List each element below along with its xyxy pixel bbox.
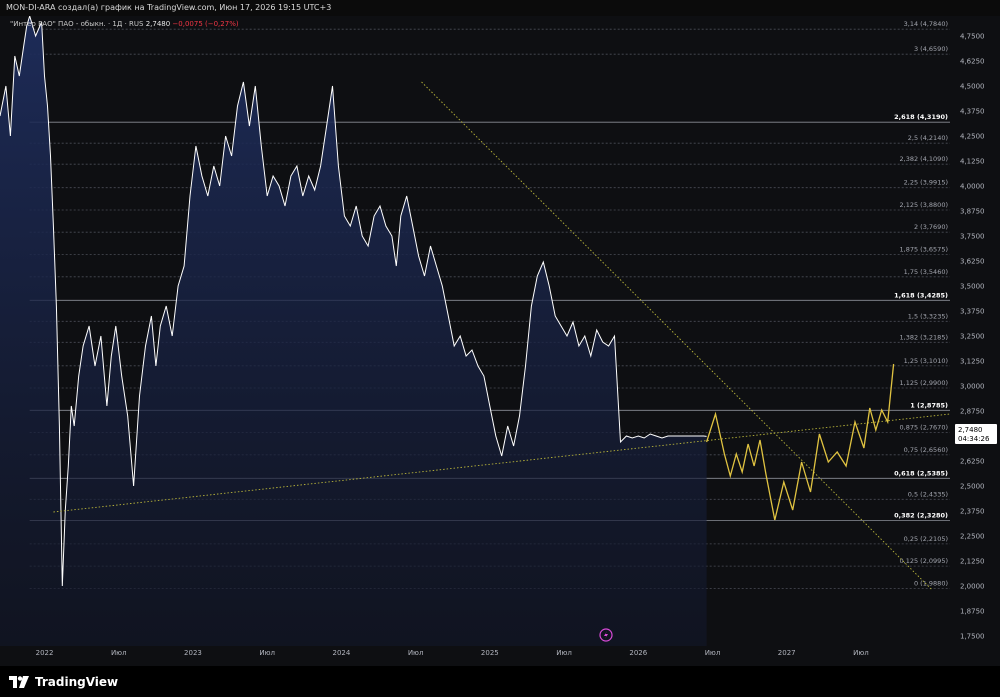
y-tick-label: 3,8750 (960, 208, 985, 216)
price-area-fill (0, 16, 707, 646)
price-axis[interactable]: 4,7500 4,6250 4,5000 4,3750 4,2500 4,1250 4,00… (960, 33, 985, 641)
fib-level-label: 1,25 (3,1010) (904, 357, 948, 365)
y-tick-label: 4,1250 (960, 158, 985, 166)
lightning-icon[interactable] (599, 628, 613, 642)
fib-level-label: 2,5 (4,2140) (908, 134, 948, 142)
fib-level-label: 0,618 (2,5385) (894, 469, 948, 477)
x-tick-label: Июл (111, 649, 127, 657)
trendline[interactable] (421, 81, 933, 591)
brand-name: TradingView (35, 675, 119, 689)
tradingview-logo-icon (9, 676, 29, 688)
x-tick-label: Июл (259, 649, 275, 657)
y-tick-label: 2,2500 (960, 533, 985, 541)
symbol-name: "Интер РАО" ПАО - обыкн. · 1Д · RUS (10, 20, 144, 28)
last-price-value: 2,7480 (958, 426, 983, 434)
last-price: 2,7480 (145, 20, 171, 28)
y-tick-label: 4,3750 (960, 108, 985, 116)
fib-level-label: 1,618 (3,4285) (894, 291, 948, 299)
x-tick-label: 2027 (778, 649, 796, 657)
tradingview-logo[interactable]: TradingView (9, 670, 118, 694)
y-tick-label: 2,3750 (960, 508, 985, 516)
y-tick-label: 4,2500 (960, 133, 985, 141)
fib-level-label: 1,75 (3,5460) (904, 268, 948, 276)
fib-level-label: 2,25 (3,9915) (904, 179, 948, 187)
fib-level-label: 2,125 (3,8800) (900, 201, 949, 209)
y-tick-label: 4,6250 (960, 58, 985, 66)
fib-level-label: 3 (4,6590) (914, 45, 948, 53)
fib-level-label: 1,5 (3,3235) (908, 312, 948, 320)
x-tick-label: 2025 (481, 649, 499, 657)
y-tick-label: 4,0000 (960, 183, 985, 191)
projection-line[interactable] (705, 363, 895, 521)
y-tick-label: 2,5000 (960, 483, 985, 491)
time-axis[interactable]: 2022 Июл 2023 Июл 2024 Июл 2025 Июл 2026 Июл 2027 И… (36, 649, 869, 657)
y-tick-label: 3,1250 (960, 358, 985, 366)
y-tick-label: 1,7500 (960, 633, 985, 641)
fib-level-label: 0,5 (2,4335) (908, 490, 948, 498)
y-tick-label: 1,8750 (960, 608, 985, 616)
chart-area[interactable]: 3,14 (4,7840) 3 (4,6590) 2,618 (4,3190) 2,5… (0, 14, 1000, 666)
fib-level-label: 1,875 (3,6575) (900, 246, 949, 254)
fib-level-label: 2 (3,7690) (914, 223, 948, 231)
price-line (0, 14, 707, 587)
bar-countdown: 04:34:26 (958, 435, 990, 443)
y-tick-label: 2,1250 (960, 558, 985, 566)
fib-level-label: 0,875 (2,7670) (900, 424, 949, 432)
price-change: −0,0075 (−0,27%) (172, 20, 239, 28)
fib-level-label: 3,14 (4,7840) (904, 20, 948, 28)
y-tick-label: 4,7500 (960, 33, 985, 41)
fib-level-label: 0 (1,9880) (914, 579, 948, 587)
fib-level-label: 0,382 (2,3280) (894, 511, 948, 519)
chart-caption: MON-DI-ARA создал(а) график на TradingVi… (0, 0, 1000, 16)
fib-level-label: 1 (2,8785) (910, 401, 948, 409)
x-tick-label: Июл (556, 649, 572, 657)
footer-bar (0, 666, 1000, 697)
price-chart[interactable]: 3,14 (4,7840) 3 (4,6590) 2,618 (4,3190) 2,5… (0, 14, 1000, 666)
y-tick-label: 2,6250 (960, 458, 985, 466)
y-tick-label: 3,7500 (960, 233, 985, 241)
x-tick-label: 2022 (36, 649, 54, 657)
fib-level-label: 0,125 (2,0995) (900, 557, 949, 565)
x-tick-label: 2026 (629, 649, 647, 657)
fib-level-label: 2,618 (4,3190) (894, 113, 948, 121)
y-tick-label: 3,2500 (960, 333, 985, 341)
symbol-legend[interactable]: "Интер РАО" ПАО - обыкн. · 1Д · RUS 2,74… (10, 20, 239, 28)
trendlines[interactable] (53, 81, 951, 591)
x-tick-label: 2024 (332, 649, 350, 657)
fib-level-label: 0,75 (2,6560) (904, 446, 948, 454)
y-tick-label: 3,0000 (960, 383, 985, 391)
x-tick-label: Июл (853, 649, 869, 657)
x-tick-label: Июл (408, 649, 424, 657)
y-tick-label: 3,6250 (960, 258, 985, 266)
fib-level-label: 1,382 (3,2185) (900, 333, 949, 341)
fib-level-label: 0,25 (2,2105) (904, 535, 948, 543)
last-price-tag: 2,7480 04:34:26 (955, 424, 997, 444)
x-tick-label: 2023 (184, 649, 202, 657)
y-tick-label: 3,5000 (960, 283, 985, 291)
x-tick-label: Июл (705, 649, 721, 657)
y-tick-label: 2,0000 (960, 583, 985, 591)
y-tick-label: 3,3750 (960, 308, 985, 316)
y-tick-label: 2,8750 (960, 408, 985, 416)
fib-level-label: 2,382 (4,1090) (900, 155, 949, 163)
fib-level-label: 1,125 (2,9900) (900, 379, 949, 387)
y-tick-label: 4,5000 (960, 83, 985, 91)
